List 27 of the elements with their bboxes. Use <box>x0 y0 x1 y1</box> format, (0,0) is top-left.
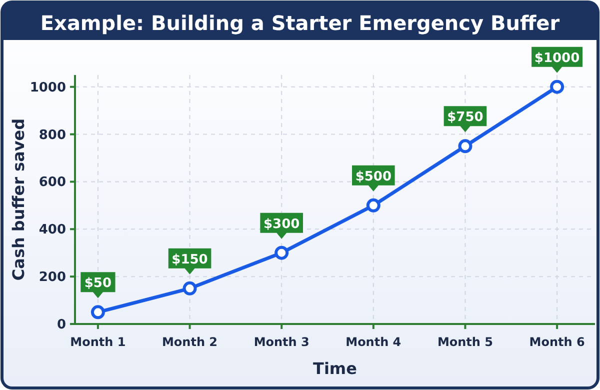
data-label: $50 <box>84 276 112 292</box>
point <box>274 246 289 260</box>
x-tick-label: Month 6 <box>529 335 585 349</box>
y-tick-label: 0 <box>56 318 66 332</box>
y-tick-label: 400 <box>38 222 66 238</box>
x-tick-label: Month 3 <box>254 335 310 349</box>
y-axis-title: Cash buffer saved <box>9 118 28 281</box>
y-tick-label: 800 <box>38 128 66 143</box>
data-label: $300 <box>263 216 300 232</box>
data-label: $750 <box>447 110 484 126</box>
y-tick-label: 200 <box>38 270 66 286</box>
y-tick-label: 600 <box>38 175 66 190</box>
point <box>90 305 105 320</box>
x-tick-label: Month 5 <box>437 335 493 349</box>
y-tick-label: 1000 <box>30 80 66 96</box>
x-tick-label: Month 2 <box>162 335 218 349</box>
point <box>458 139 472 154</box>
chart-title: Example: Building a Starter Emergency Buffer <box>40 11 560 35</box>
data-label: $150 <box>172 252 208 268</box>
point <box>366 198 380 212</box>
point <box>182 281 197 296</box>
x-axis-title: Time <box>313 359 358 378</box>
data-label: $1000 <box>534 50 580 66</box>
x-tick-label: Month 4 <box>346 335 402 349</box>
x-tick-label: Month 1 <box>70 335 126 349</box>
data-label: $500 <box>355 169 392 184</box>
point <box>550 80 564 94</box>
